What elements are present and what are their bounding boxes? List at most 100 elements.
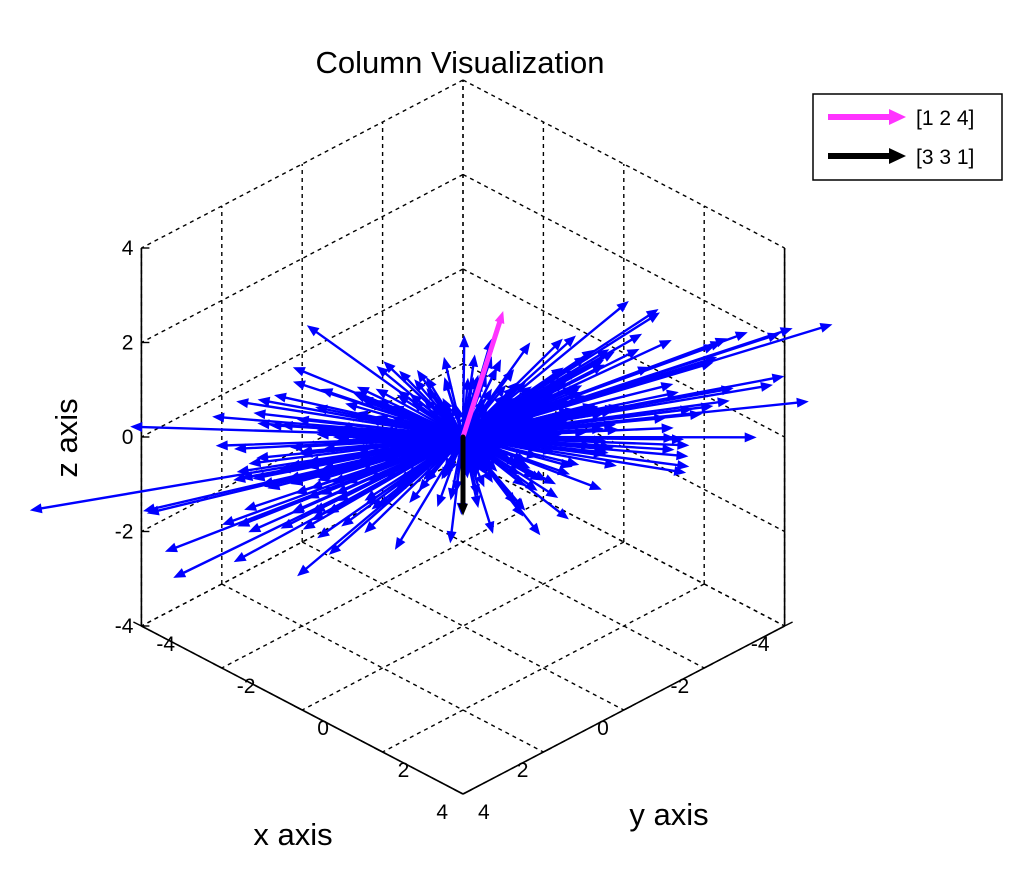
blue-arrow-head: [306, 325, 320, 337]
blue-arrow-head: [310, 479, 324, 490]
blue-arrow-head: [767, 332, 780, 343]
blue-arrow-head: [550, 338, 563, 351]
blue-arrow-head: [453, 444, 463, 452]
x-tick-mark: [703, 663, 713, 669]
blue-arrow: [461, 435, 541, 536]
blue-arrow-head: [451, 403, 462, 417]
blue-arrow-head: [661, 423, 674, 434]
blue-arrow-shaft: [461, 418, 525, 439]
blue-arrow-head: [130, 422, 143, 433]
blue-arrow: [461, 382, 567, 439]
blue-arrow-head: [647, 312, 660, 324]
blue-arrow-head: [294, 484, 308, 495]
blue-arrow-head: [442, 397, 453, 411]
z-tick-label: 4: [122, 237, 134, 260]
legend-arrowhead-2: [889, 148, 906, 164]
blue-arrow-head: [543, 474, 557, 485]
blue-arrow-shaft: [461, 377, 509, 439]
blue-arrow-head: [299, 445, 313, 456]
blue-arrow-shaft: [461, 389, 724, 439]
blue-arrow-head: [551, 369, 565, 381]
blue-arrow-head: [545, 487, 559, 498]
z-tick-label: -2: [115, 521, 134, 544]
blue-arrow: [221, 435, 465, 526]
y-tick-mark: [374, 747, 383, 753]
blue-arrow-head: [662, 444, 675, 455]
blue-arrow-head: [475, 474, 485, 488]
blue-arrow-head: [563, 335, 576, 348]
blue-arrow-head: [353, 393, 367, 403]
blue-arrow-head: [480, 455, 493, 468]
blue-arrow-head: [760, 381, 773, 392]
blue-arrow-head: [396, 394, 410, 406]
blue-arrow-head: [744, 432, 757, 443]
blue-arrow: [461, 369, 515, 439]
blue-arrow-shaft: [379, 435, 465, 458]
blue-arrow-shaft: [140, 425, 465, 439]
blue-arrow-head: [506, 455, 520, 465]
blue-arrow-shaft: [461, 435, 483, 467]
blue-arrow-head: [296, 415, 310, 426]
blue-arrow-head: [491, 359, 502, 373]
blue-arrow-head: [409, 490, 421, 504]
blue-arrow-head: [553, 382, 567, 393]
blue-arrow-head: [556, 508, 569, 520]
blue-arrow-head: [236, 465, 250, 476]
blue-arrow-head: [383, 361, 396, 374]
blue-arrow-head: [487, 367, 497, 381]
z-tick-label: 2: [122, 332, 134, 355]
chart-title: Column Visualization: [316, 45, 605, 80]
blue-arrow-head: [521, 415, 535, 425]
blue-arrow-head: [402, 439, 416, 450]
blue-arrow-head: [328, 543, 342, 555]
blue-arrow-head: [432, 451, 446, 464]
blue-arrow-shaft: [182, 435, 465, 574]
blue-arrow-head: [257, 396, 271, 407]
z-axis-label: z axis: [49, 398, 84, 477]
blue-arrow-head: [341, 515, 354, 527]
blue-arrow-head: [423, 398, 436, 411]
blue-arrow-shaft: [461, 435, 598, 453]
vector-2: [458, 434, 468, 516]
blue-arrow-head: [317, 527, 330, 539]
blue-arrow-head: [677, 439, 690, 450]
vector-1-head: [494, 311, 505, 324]
blue-arrow-head: [484, 520, 495, 534]
legend-arrowhead-1: [889, 109, 906, 125]
x-tick-label: 2: [517, 759, 529, 782]
y-tick-mark: [213, 663, 223, 669]
blue-arrow-head: [626, 348, 640, 359]
x-tick-label: 0: [597, 717, 609, 740]
blue-arrow-head: [502, 369, 515, 382]
blue-arrow-shaft: [320, 435, 465, 516]
blue-arrow-head: [253, 409, 266, 420]
blue-arrow-head: [468, 354, 479, 368]
blue-arrow-shaft: [461, 336, 770, 439]
grid-line: [301, 541, 625, 711]
blue-arrow-head: [371, 498, 384, 510]
grid-line: [462, 79, 785, 249]
blue-arrow-head: [512, 497, 525, 510]
blue-arrow-shaft: [268, 400, 465, 439]
blue-arrow-head: [796, 397, 809, 408]
blue-arrow-head: [375, 388, 389, 399]
legend-label-1: [1 2 4]: [916, 107, 974, 130]
x-tick-label: 4: [436, 801, 448, 824]
blue-arrow-head: [364, 521, 377, 534]
grid-line: [141, 79, 464, 249]
y-tick-label: 0: [317, 717, 329, 740]
blue-arrow: [173, 435, 465, 578]
blue-arrow-head: [779, 327, 793, 337]
blue-arrow-shaft: [426, 426, 465, 439]
blue-arrow: [461, 415, 535, 439]
blue-arrow-head: [292, 367, 306, 377]
blue-arrow: [371, 435, 465, 510]
blue-arrow-head: [660, 382, 674, 392]
blue-arrow-head: [771, 373, 785, 384]
blue-arrow-head: [244, 501, 258, 511]
blue-arrow: [130, 422, 465, 439]
quiver-arrows: [29, 300, 833, 578]
blue-arrow: [461, 385, 734, 439]
blue-arrow: [411, 401, 465, 439]
